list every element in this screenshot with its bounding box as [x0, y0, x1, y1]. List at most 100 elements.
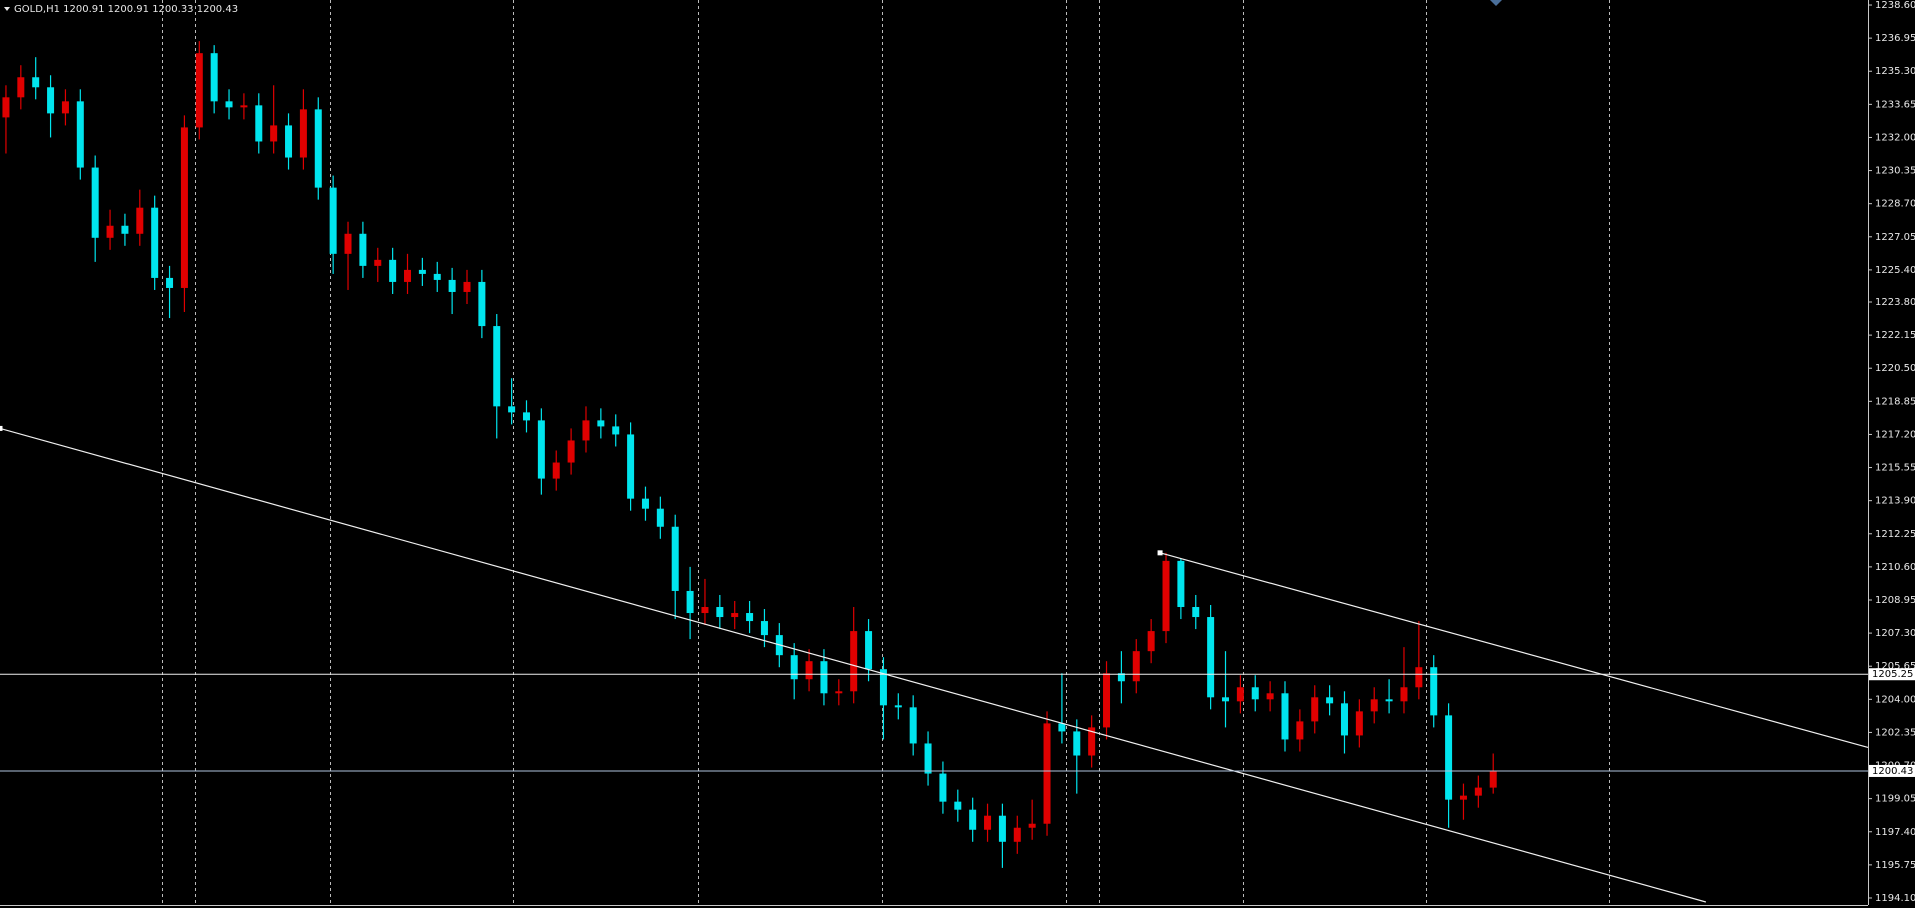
- candle-body: [835, 691, 843, 694]
- candle-body: [314, 109, 322, 188]
- candle-body: [166, 277, 174, 288]
- candle-body: [627, 434, 635, 499]
- candle-body: [1251, 687, 1259, 700]
- candle-body: [61, 101, 69, 114]
- candle-body: [389, 259, 397, 282]
- y-tick-label: 1210.60: [1875, 562, 1915, 573]
- candle-body: [1222, 697, 1230, 702]
- candle-body: [641, 498, 649, 509]
- candle-body: [522, 412, 530, 421]
- candle-body: [240, 105, 248, 108]
- candle-body: [299, 109, 307, 158]
- y-tick-label: 1202.35: [1875, 727, 1915, 738]
- y-tick-label: 1213.90: [1875, 496, 1915, 507]
- candle-body: [225, 101, 233, 108]
- candle-body: [850, 631, 858, 692]
- candle-body: [894, 705, 902, 708]
- candle-body: [1132, 651, 1140, 682]
- y-tick-label: 1230.35: [1875, 166, 1915, 177]
- y-tick-label: 1227.05: [1875, 232, 1915, 243]
- candle-body: [1147, 631, 1155, 652]
- candle-body: [954, 801, 962, 810]
- candle-body: [820, 661, 828, 694]
- candle-body: [329, 187, 337, 254]
- candle-body: [1355, 711, 1363, 736]
- y-tick-label: 1235.30: [1875, 66, 1915, 77]
- candle-body: [17, 77, 25, 98]
- candle-body: [879, 669, 887, 706]
- y-tick-label: 1205.65: [1875, 661, 1915, 672]
- candle-body: [984, 815, 992, 830]
- candle-body: [1088, 727, 1096, 756]
- candle-body: [1445, 715, 1453, 800]
- candle-body: [671, 526, 679, 591]
- candle-body: [121, 225, 129, 234]
- candle-body: [151, 207, 159, 278]
- shift-marker: [1490, 0, 1502, 6]
- candle-body: [448, 279, 456, 292]
- candle-body: [1400, 687, 1408, 702]
- candle-body: [1013, 827, 1021, 842]
- candle-body: [1058, 723, 1066, 732]
- y-tick-label: 1208.95: [1875, 595, 1915, 606]
- price-label-box: [1869, 668, 1915, 681]
- candle-body: [1207, 617, 1215, 698]
- y-tick-label: 1194.10: [1875, 893, 1915, 904]
- candle-body: [924, 743, 932, 774]
- y-tick-label: 1215.55: [1875, 463, 1915, 474]
- candle-body: [1192, 607, 1200, 618]
- candle-body: [537, 420, 545, 479]
- candle-body: [359, 233, 367, 266]
- y-tick-label: 1225.40: [1875, 265, 1915, 276]
- candle-body: [1474, 787, 1482, 796]
- candle-body: [656, 508, 664, 527]
- candle-body: [909, 707, 917, 744]
- candle-body: [1326, 697, 1334, 704]
- candle-body: [478, 281, 486, 327]
- candle-body: [760, 621, 768, 636]
- candle-body: [1117, 673, 1125, 682]
- chart-title: GOLD,H1 1200.91 1200.91 1200.33 1200.43: [14, 4, 238, 15]
- candle-body: [404, 269, 412, 282]
- price-label: 1200.43: [1872, 766, 1913, 777]
- candle-body: [567, 440, 575, 463]
- candle-body: [1103, 673, 1111, 728]
- y-tick-label: 1228.70: [1875, 199, 1915, 210]
- y-tick-label: 1199.05: [1875, 794, 1915, 805]
- candle-body: [180, 127, 188, 288]
- candle-body: [1370, 699, 1378, 712]
- candle-body: [32, 77, 40, 88]
- y-tick-label: 1238.60: [1875, 0, 1915, 11]
- candle-body: [1028, 823, 1036, 828]
- trendline: [1159, 552, 1869, 749]
- candle-body: [1296, 721, 1304, 740]
- y-tick-label: 1236.95: [1875, 33, 1915, 44]
- y-tick-label: 1197.40: [1875, 827, 1915, 838]
- trendline-anchor: [0, 425, 3, 431]
- candle-body: [47, 87, 55, 114]
- candle-body: [210, 53, 218, 102]
- candle-body: [270, 125, 278, 142]
- candle-body: [582, 420, 590, 441]
- candle-body: [716, 607, 724, 618]
- candle-body: [597, 420, 605, 427]
- candle-body: [1073, 731, 1081, 756]
- y-tick-label: 1222.15: [1875, 330, 1915, 341]
- y-tick-label: 1212.25: [1875, 529, 1915, 540]
- trendline-anchor: [1157, 550, 1163, 556]
- y-tick-label: 1204.00: [1875, 694, 1915, 705]
- candle-body: [344, 233, 352, 254]
- candle-body: [1415, 667, 1423, 688]
- price-label: 1205.25: [1872, 669, 1913, 680]
- candle-body: [1311, 697, 1319, 722]
- candle-body: [1281, 693, 1289, 740]
- candle-body: [1162, 560, 1170, 632]
- candle-body: [493, 326, 501, 407]
- candle-body: [1459, 795, 1467, 800]
- candle-body: [731, 613, 739, 618]
- menu-triangle[interactable]: [4, 7, 10, 11]
- price-label-box: [1869, 764, 1915, 777]
- candle-body: [998, 815, 1006, 842]
- candle-body: [106, 225, 114, 238]
